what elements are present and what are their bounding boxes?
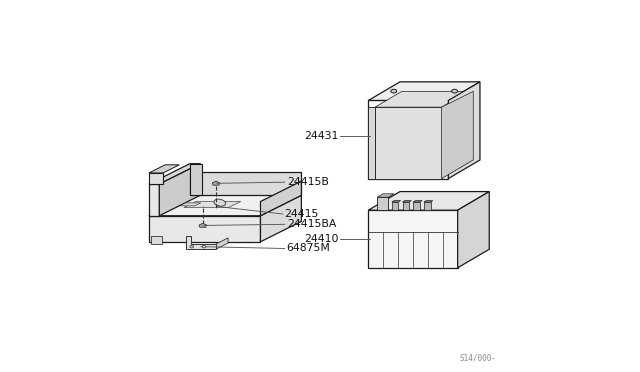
Polygon shape <box>458 192 489 268</box>
Polygon shape <box>378 194 394 197</box>
Text: 24415BA: 24415BA <box>287 219 337 229</box>
Polygon shape <box>403 202 409 210</box>
Polygon shape <box>413 202 420 210</box>
Polygon shape <box>369 100 449 179</box>
Ellipse shape <box>452 89 458 93</box>
Polygon shape <box>378 197 388 210</box>
Polygon shape <box>449 82 480 179</box>
Polygon shape <box>180 203 201 206</box>
Polygon shape <box>186 236 216 249</box>
Text: 24415B: 24415B <box>287 177 330 187</box>
Polygon shape <box>442 92 473 179</box>
Polygon shape <box>369 192 489 210</box>
Polygon shape <box>151 236 162 244</box>
Polygon shape <box>149 165 179 173</box>
Text: 64875M: 64875M <box>286 244 330 253</box>
Polygon shape <box>424 201 433 202</box>
Polygon shape <box>392 202 399 210</box>
Polygon shape <box>375 92 468 107</box>
Polygon shape <box>212 181 220 185</box>
Text: S14/000-: S14/000- <box>460 354 497 363</box>
Ellipse shape <box>214 199 226 206</box>
Polygon shape <box>149 173 163 184</box>
Polygon shape <box>216 238 228 249</box>
Polygon shape <box>149 216 260 242</box>
Text: 24431: 24431 <box>304 131 339 141</box>
Polygon shape <box>149 195 301 216</box>
Ellipse shape <box>391 89 397 93</box>
Polygon shape <box>369 107 375 179</box>
Polygon shape <box>190 164 202 195</box>
Polygon shape <box>424 202 431 210</box>
Polygon shape <box>149 164 200 184</box>
Polygon shape <box>392 201 401 202</box>
Text: 24415: 24415 <box>285 209 319 219</box>
Polygon shape <box>375 107 442 179</box>
Ellipse shape <box>190 246 193 248</box>
Polygon shape <box>260 195 301 242</box>
Text: 24410: 24410 <box>304 234 339 244</box>
Polygon shape <box>403 201 412 202</box>
Polygon shape <box>190 171 301 195</box>
Polygon shape <box>199 223 207 227</box>
Polygon shape <box>369 82 480 100</box>
Ellipse shape <box>202 246 206 248</box>
Polygon shape <box>149 184 159 216</box>
Polygon shape <box>184 201 241 208</box>
Polygon shape <box>369 210 458 268</box>
Polygon shape <box>159 164 200 216</box>
Polygon shape <box>413 201 422 202</box>
Polygon shape <box>260 181 301 216</box>
